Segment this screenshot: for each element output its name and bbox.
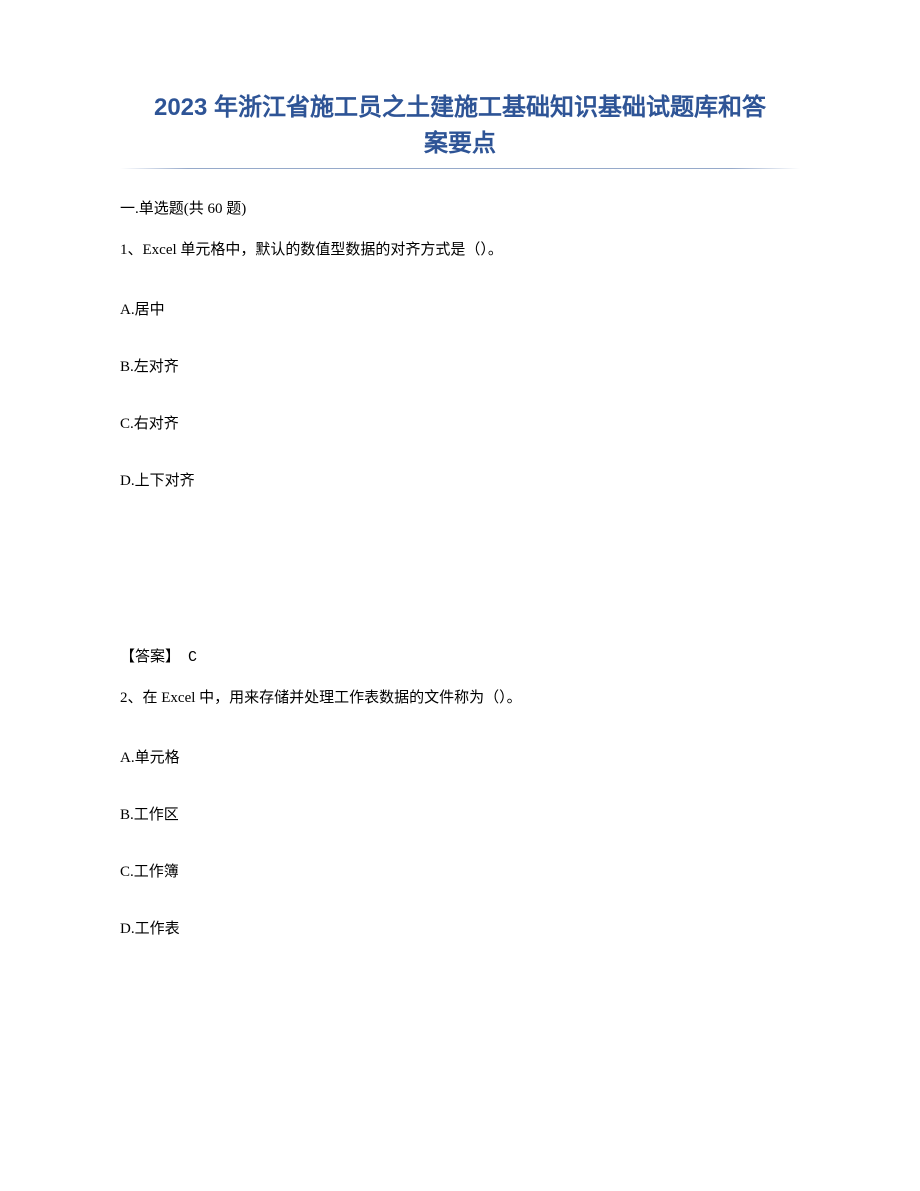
question-1-text: 1、Excel 单元格中，默认的数值型数据的对齐方式是（）。	[120, 238, 800, 262]
question-2-text: 2、在 Excel 中，用来存储并处理工作表数据的文件称为（）。	[120, 686, 800, 710]
question-2-option-d: D.工作表	[120, 917, 800, 938]
answer-label: 【答案】	[120, 649, 180, 665]
question-2-number: 2、	[120, 690, 143, 706]
title-line-1: 2023 年浙江省施工员之土建施工基础知识基础试题库和答	[154, 94, 766, 121]
question-1-option-a: A.居中	[120, 298, 800, 319]
title-underline	[120, 168, 800, 169]
question-1-option-d: D.上下对齐	[120, 469, 800, 490]
question-1-option-c: C.右对齐	[120, 412, 800, 433]
title-line-2: 案要点	[424, 130, 496, 157]
question-1-option-b: B.左对齐	[120, 355, 800, 376]
question-2-option-a: A.单元格	[120, 746, 800, 767]
question-2-body: 在 Excel 中，用来存储并处理工作表数据的文件称为（）。	[143, 690, 522, 706]
section-header: 一.单选题(共 60 题)	[120, 197, 800, 218]
question-2-option-b: B.工作区	[120, 803, 800, 824]
question-1-answer: 【答案】 C	[120, 645, 800, 666]
question-1-body: Excel 单元格中，默认的数值型数据的对齐方式是（）。	[143, 242, 503, 258]
question-1-number: 1、	[120, 242, 143, 258]
question-2-option-c: C.工作簿	[120, 860, 800, 881]
answer-value: C	[188, 649, 197, 666]
document-title: 2023 年浙江省施工员之土建施工基础知识基础试题库和答 案要点	[120, 90, 800, 162]
